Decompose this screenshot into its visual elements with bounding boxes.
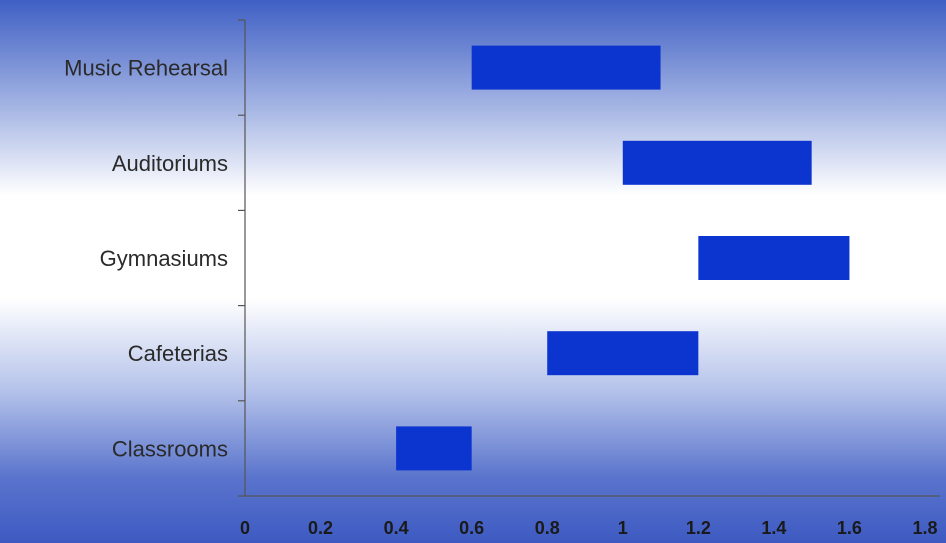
category-label: Classrooms	[112, 436, 228, 461]
bar-gymnasiums	[698, 236, 850, 280]
x-tick-label: 1	[618, 518, 628, 538]
x-tick-label: 1.6	[837, 518, 862, 538]
x-tick-label: 0.6	[459, 518, 484, 538]
x-tick-label: 0.2	[308, 518, 333, 538]
category-label: Cafeterias	[128, 341, 228, 366]
axis-layer	[238, 19, 940, 497]
category-label: Auditoriums	[112, 151, 228, 176]
bar-layer	[396, 45, 850, 471]
bar-cafeterias	[547, 331, 699, 376]
bar-classrooms	[396, 426, 472, 471]
x-tick-label: 1.4	[761, 518, 786, 538]
label-layer: Music Rehearsal Auditoriums Gymnasiums Cafe…	[64, 56, 937, 538]
x-tick-label: 1.2	[686, 518, 711, 538]
x-tick-label: 0	[240, 518, 250, 538]
bar-music-rehearsal	[471, 45, 661, 90]
bar-auditoriums	[622, 140, 812, 185]
x-tick-label: 0.8	[535, 518, 560, 538]
category-label: Music Rehearsal	[64, 56, 228, 81]
x-tick-label: 0.4	[384, 518, 409, 538]
x-tick-label: 1.8	[912, 518, 937, 538]
category-label: Gymnasiums	[100, 246, 228, 271]
